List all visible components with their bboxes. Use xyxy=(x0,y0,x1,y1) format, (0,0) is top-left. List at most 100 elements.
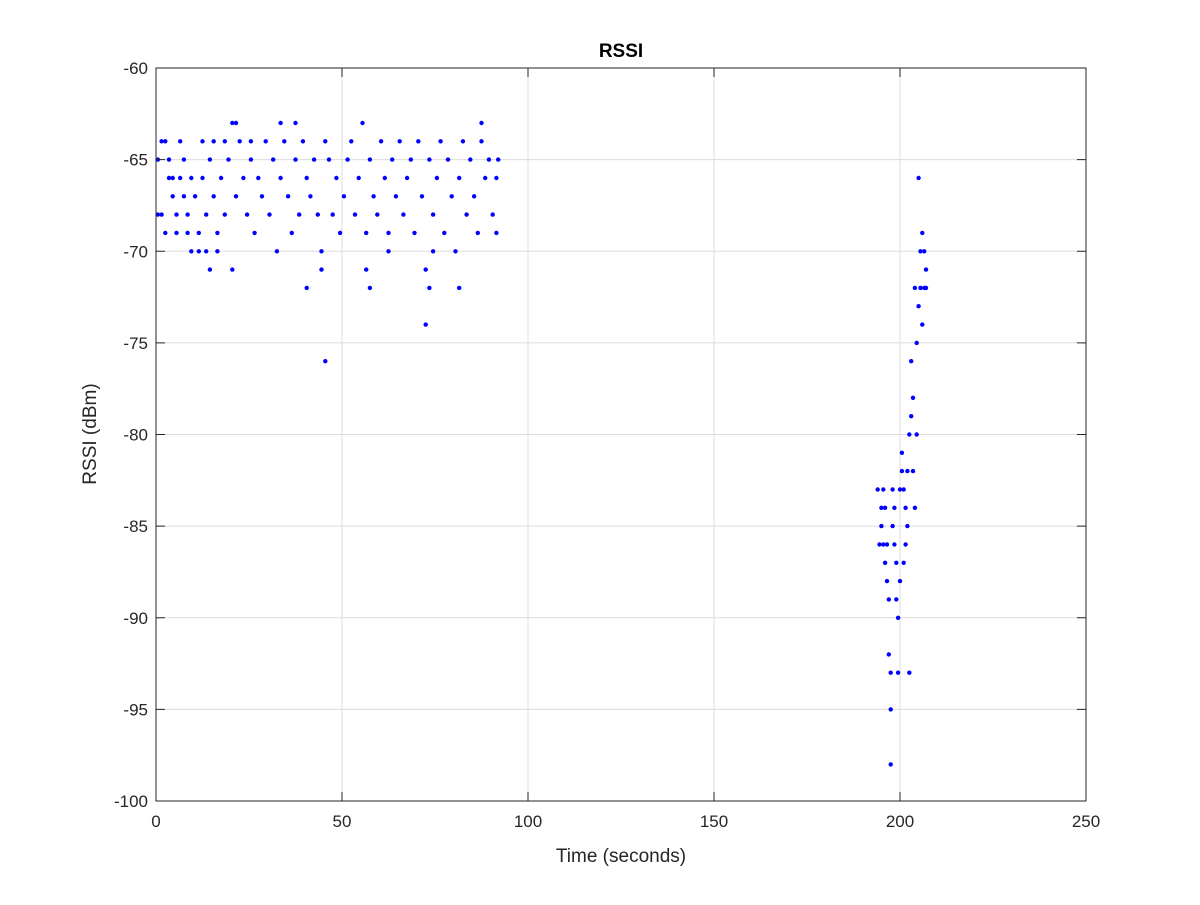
data-point xyxy=(430,249,436,254)
data-point xyxy=(166,157,172,162)
data-point xyxy=(185,212,190,217)
data-point xyxy=(430,212,436,217)
data-point xyxy=(311,157,317,162)
data-point xyxy=(912,285,918,291)
data-point xyxy=(881,542,886,547)
data-point xyxy=(486,157,492,162)
data-point xyxy=(181,157,187,162)
data-point xyxy=(192,194,198,199)
data-point xyxy=(263,139,268,144)
data-point xyxy=(382,175,387,181)
data-point xyxy=(892,542,897,547)
data-point xyxy=(323,359,328,364)
data-point xyxy=(308,194,313,199)
data-point xyxy=(479,139,484,144)
data-point xyxy=(453,249,458,254)
data-point xyxy=(319,249,324,254)
data-point xyxy=(341,194,347,199)
data-point xyxy=(494,175,499,181)
x-tick-label: 250 xyxy=(1072,812,1100,831)
data-point xyxy=(367,157,373,162)
data-point xyxy=(460,139,466,144)
data-point xyxy=(895,670,901,675)
data-point xyxy=(907,432,912,437)
data-point xyxy=(449,194,454,199)
data-point xyxy=(155,212,161,217)
data-point xyxy=(289,230,294,236)
data-point xyxy=(207,267,213,272)
data-point xyxy=(274,249,280,254)
data-point xyxy=(230,120,235,126)
data-point xyxy=(285,194,291,199)
data-point xyxy=(401,212,406,217)
data-point xyxy=(222,139,227,144)
data-point xyxy=(901,487,906,492)
data-point xyxy=(909,359,914,364)
tick-marks-and-labels: 0 50 100 150 200 250 -60 -65 -70 -75 -80 -85 -90 -95 -… xyxy=(114,59,1100,831)
data-point xyxy=(920,230,925,236)
data-point xyxy=(914,432,919,437)
data-point xyxy=(178,139,183,144)
data-point xyxy=(901,560,906,565)
data-point xyxy=(895,615,901,620)
data-point xyxy=(170,175,175,181)
chart-title: RSSI xyxy=(599,41,643,62)
data-point xyxy=(204,212,209,217)
data-point xyxy=(910,468,916,474)
data-point xyxy=(877,542,882,547)
data-point xyxy=(297,212,302,217)
data-point xyxy=(496,157,501,162)
x-tick-label: 200 xyxy=(886,812,914,831)
data-point xyxy=(923,267,929,272)
data-point xyxy=(215,249,220,254)
data-point xyxy=(879,523,884,529)
data-point xyxy=(897,487,903,492)
data-point xyxy=(319,267,324,272)
data-point xyxy=(360,120,365,126)
data-point xyxy=(300,139,306,144)
data-point xyxy=(166,175,172,181)
data-point xyxy=(345,157,350,162)
data-point xyxy=(189,249,194,254)
data-point xyxy=(189,175,194,181)
data-point xyxy=(378,139,384,144)
data-point xyxy=(256,175,261,181)
data-point xyxy=(879,505,884,510)
data-point xyxy=(918,249,923,254)
data-point xyxy=(427,285,432,291)
data-point xyxy=(922,249,927,254)
data-point xyxy=(457,285,462,291)
data-point xyxy=(244,212,250,217)
y-axis-label: RSSI (dBm) xyxy=(80,383,101,484)
data-point xyxy=(888,762,893,767)
data-point xyxy=(211,139,216,144)
x-tick-label: 150 xyxy=(700,812,728,831)
data-point xyxy=(905,523,910,529)
data-point xyxy=(159,139,164,144)
data-point xyxy=(916,175,921,181)
y-tick-label: -60 xyxy=(123,59,148,78)
x-tick-label: 50 xyxy=(333,812,352,831)
data-point xyxy=(282,139,287,144)
data-point xyxy=(457,175,462,181)
data-point xyxy=(412,230,417,236)
data-point xyxy=(884,578,890,584)
data-point xyxy=(912,505,918,510)
x-axis-label: Time (seconds) xyxy=(556,846,686,867)
data-point xyxy=(226,157,231,162)
data-point xyxy=(897,578,903,584)
data-point xyxy=(894,560,899,565)
data-point xyxy=(267,212,272,217)
data-point xyxy=(200,139,205,144)
data-point xyxy=(905,468,910,474)
data-point xyxy=(315,212,320,217)
data-point xyxy=(178,175,183,181)
data-point xyxy=(490,212,495,217)
data-point xyxy=(923,285,929,291)
data-point xyxy=(434,175,440,181)
data-point xyxy=(899,468,905,474)
y-tick-label: -80 xyxy=(123,426,148,445)
data-point xyxy=(278,175,283,181)
data-point xyxy=(881,487,886,492)
